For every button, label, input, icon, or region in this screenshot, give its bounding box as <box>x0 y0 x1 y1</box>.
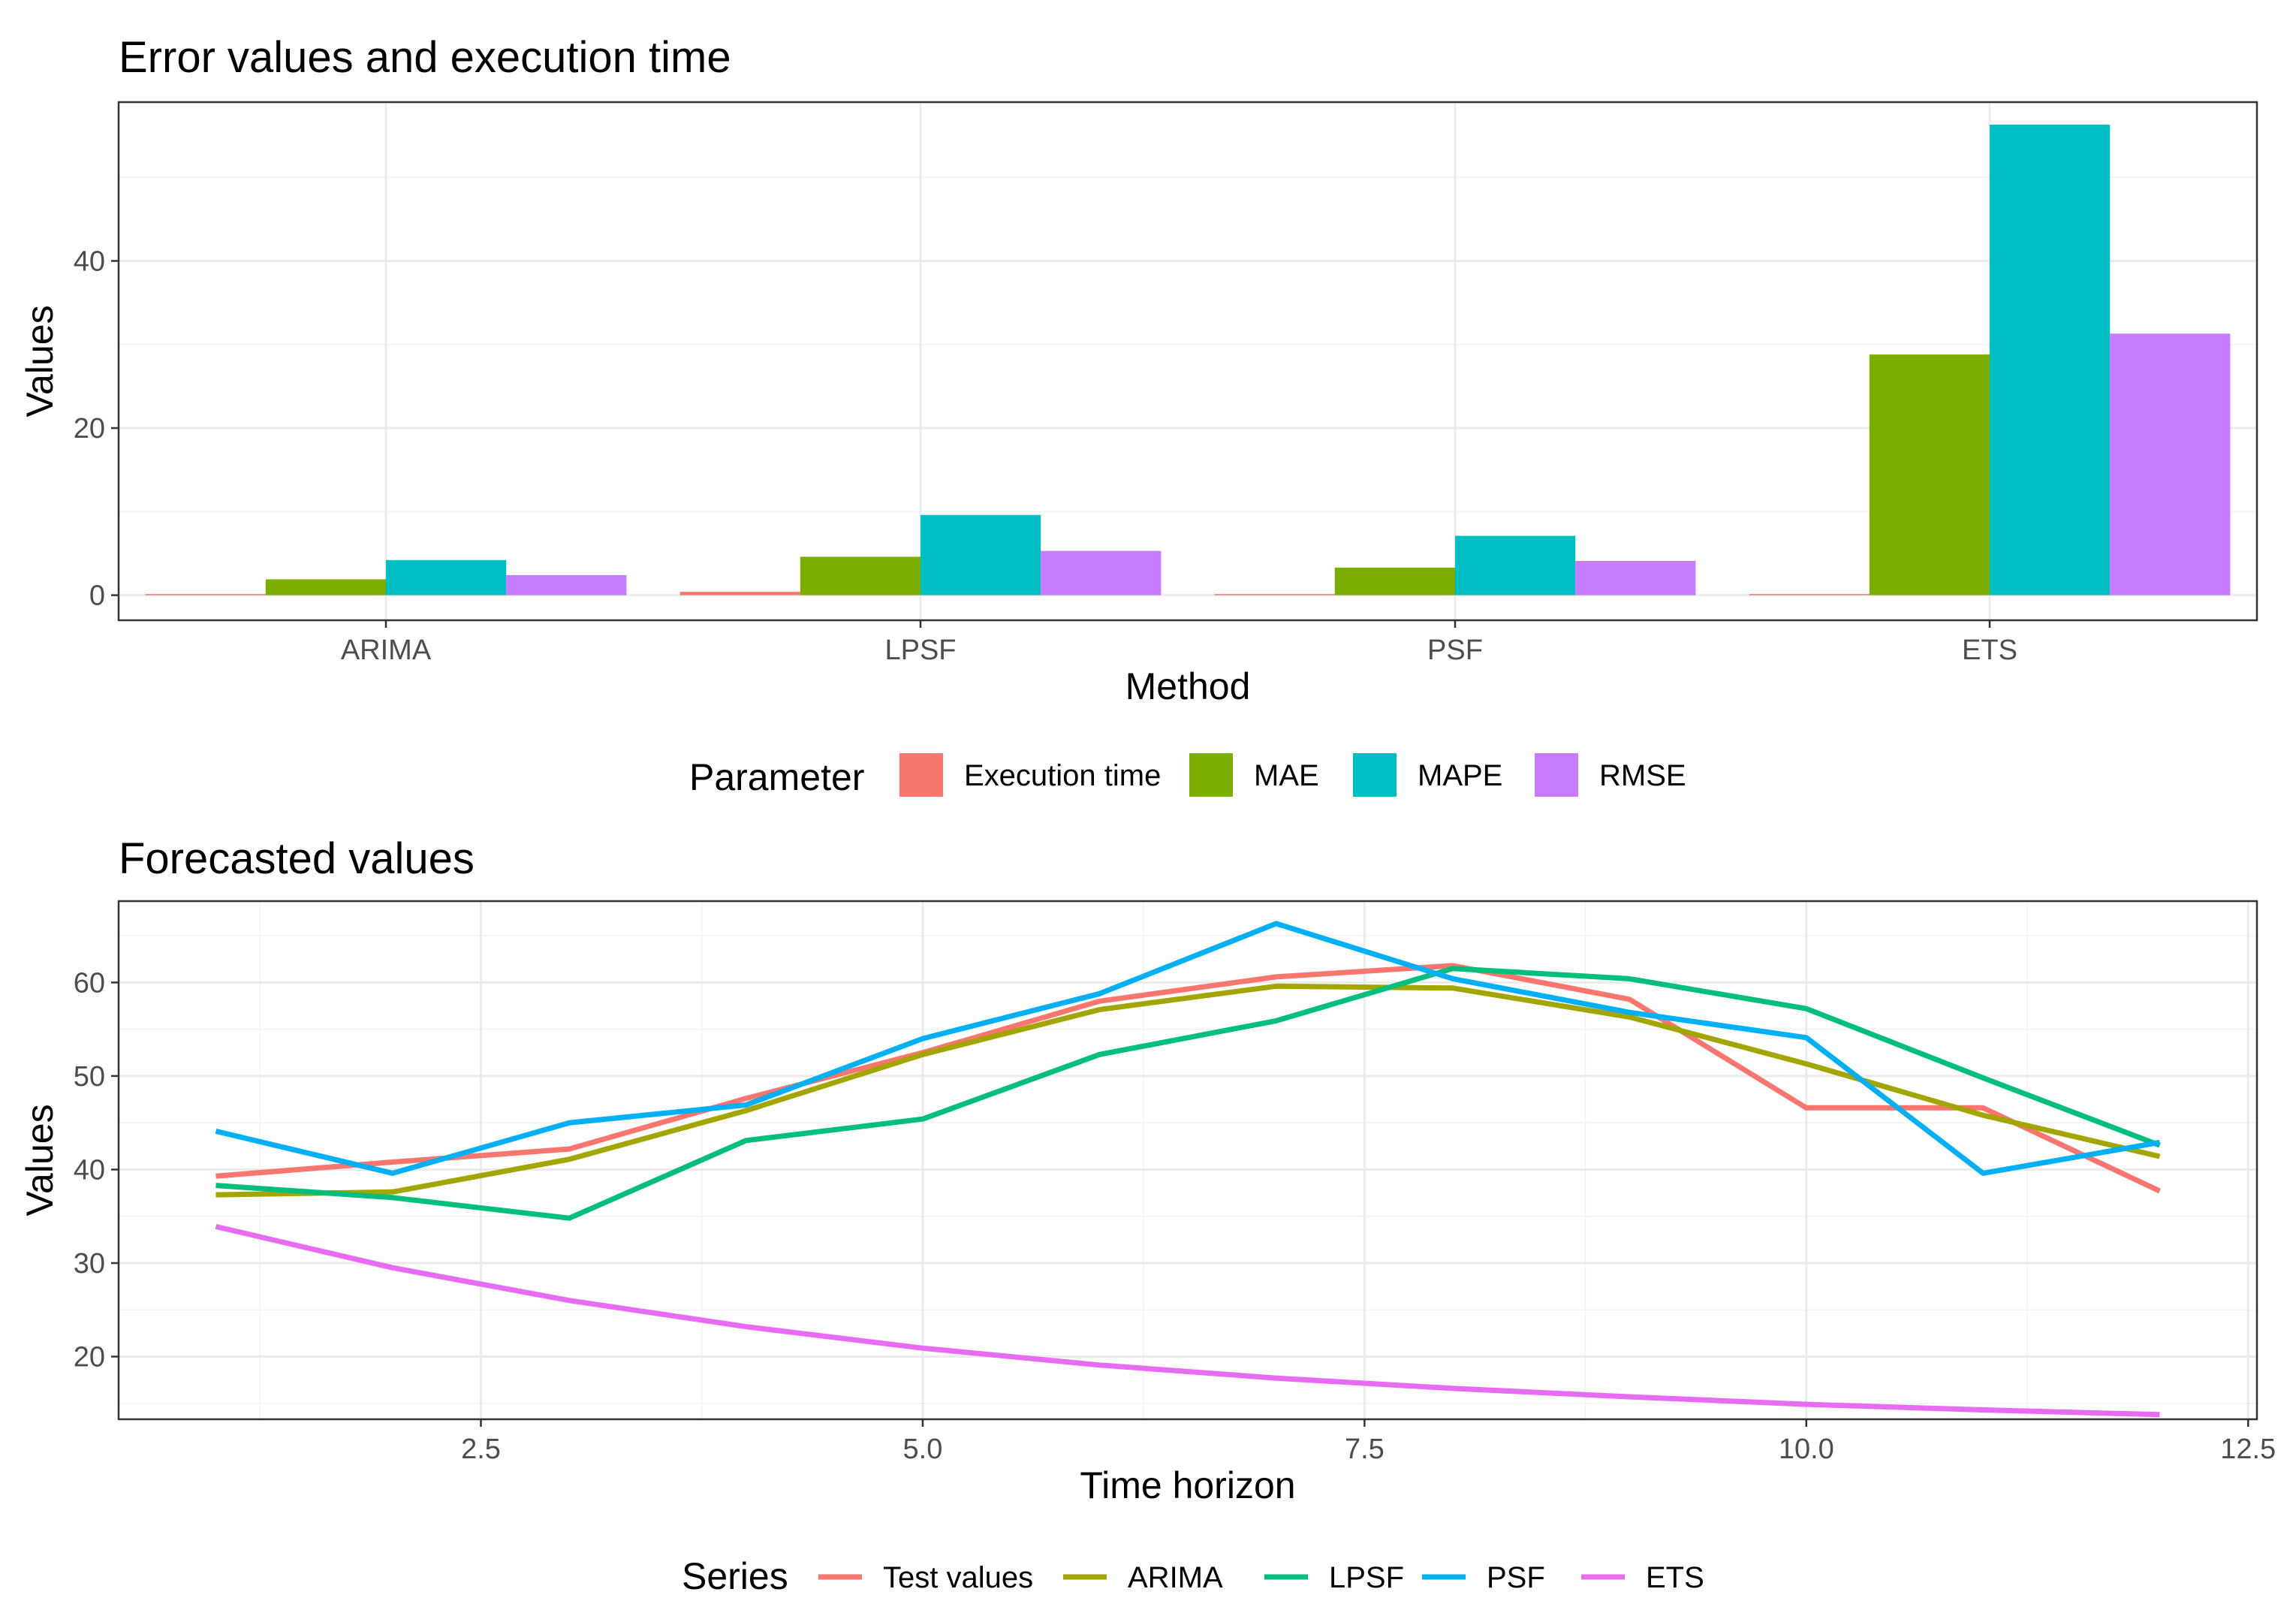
bar-chart: Error values and execution time 0 20 40 AR… <box>19 33 2258 798</box>
bar-execution-time-psf <box>1214 594 1335 595</box>
bar-y-tick-label: 40 <box>74 246 105 277</box>
line-chart-panel <box>117 900 2258 1421</box>
line-legend-label-psf: PSF <box>1487 1561 1545 1594</box>
bar-y-tick-label: 20 <box>74 413 105 445</box>
bar-x-tick-label-lpsf: LPSF <box>884 635 956 666</box>
line-series-arima <box>215 983 2161 1198</box>
bar-chart-panel <box>117 101 2258 622</box>
line-y-tick-label: 20 <box>74 1342 105 1373</box>
bar-legend-label-mae: MAE <box>1254 759 1319 792</box>
bar-mape-psf <box>1455 535 1576 595</box>
bar-mae-psf <box>1334 567 1455 595</box>
bar-chart-x-axis-title: Method <box>1125 665 1251 707</box>
line-y-tick-label: 30 <box>74 1248 105 1280</box>
bar-rmse-ets <box>2110 333 2231 595</box>
line-chart-major-grid <box>119 901 2257 1419</box>
bar-mae-arima <box>265 579 386 595</box>
line-chart-legend: Series Test values ARIMA LPSF PSF ETS <box>682 1555 1704 1597</box>
line-legend-label-test-values: Test values <box>883 1561 1033 1594</box>
line-chart-title: Forecasted values <box>119 834 475 883</box>
bar-x-tick-label-ets: ETS <box>1962 635 2017 666</box>
line-y-tick-label: 50 <box>74 1061 105 1093</box>
bar-legend-label-mape: MAPE <box>1418 759 1502 792</box>
bar-x-tick-label-arima: ARIMA <box>341 635 432 666</box>
bar-chart-title: Error values and execution time <box>119 33 731 82</box>
bar-legend-label-rmse: RMSE <box>1599 759 1686 792</box>
bar-mae-lpsf <box>800 556 921 595</box>
line-y-tick-label: 40 <box>74 1154 105 1186</box>
bar-chart-bars <box>145 125 2231 595</box>
line-y-tick-label: 60 <box>74 967 105 999</box>
line-chart-minor-grid <box>119 901 2257 1419</box>
line-chart-x-axis-title: Time horizon <box>1080 1464 1295 1506</box>
bar-execution-time-ets <box>1749 594 1870 595</box>
bar-mae-ets <box>1869 354 1990 595</box>
bar-mape-arima <box>386 559 507 595</box>
bar-legend-title: Parameter <box>689 756 864 798</box>
bar-x-tick-label-psf: PSF <box>1427 635 1483 666</box>
line-legend-label-lpsf: LPSF <box>1329 1561 1404 1594</box>
bar-rmse-lpsf <box>1041 550 1162 595</box>
line-series-test-values <box>215 963 2161 1194</box>
bar-mape-ets <box>1990 125 2111 595</box>
line-legend-label-ets: ETS <box>1646 1561 1704 1594</box>
line-x-tick-label: 12.5 <box>2220 1434 2276 1465</box>
bar-chart-legend: Parameter Execution time MAE MAPE RMSE <box>689 753 1686 798</box>
bar-legend-key-execution-time <box>899 753 943 797</box>
bar-rmse-psf <box>1575 560 1696 595</box>
bar-chart-y-axis-title: Values <box>19 305 61 417</box>
line-legend-label-arima: ARIMA <box>1128 1561 1223 1594</box>
line-x-tick-label: 10.0 <box>1779 1434 1834 1465</box>
line-legend-title: Series <box>682 1555 788 1597</box>
bar-chart-y-axis: 0 20 40 <box>74 246 119 612</box>
line-x-tick-label: 7.5 <box>1345 1434 1385 1465</box>
bar-legend-label-execution-time: Execution time <box>964 759 1161 792</box>
bar-chart-x-axis: ARIMA LPSF PSF ETS <box>341 620 2017 666</box>
line-series-psf <box>215 921 2161 1176</box>
line-series-ets <box>215 1223 2160 1418</box>
bar-execution-time-lpsf <box>679 592 800 595</box>
bar-legend-key-mae <box>1189 753 1233 797</box>
line-chart-y-axis: 20 30 40 50 60 <box>74 967 119 1373</box>
bar-rmse-arima <box>506 574 627 595</box>
line-series-lpsf <box>215 966 2161 1221</box>
line-x-tick-label: 5.0 <box>903 1434 943 1465</box>
line-x-tick-label: 2.5 <box>461 1434 501 1465</box>
bar-mape-lpsf <box>921 514 1041 595</box>
bar-y-tick-label: 0 <box>89 580 105 612</box>
bar-legend-key-mape <box>1353 753 1397 797</box>
line-chart-x-axis: 2.5 5.0 7.5 10.0 12.5 <box>461 1419 2276 1465</box>
bar-legend-key-rmse <box>1535 753 1578 797</box>
line-chart-y-axis-title: Values <box>19 1104 61 1216</box>
bar-execution-time-arima <box>145 594 266 595</box>
line-chart: Forecasted values 20 30 40 50 60 2.5 5.0 7.5 10… <box>19 834 2276 1597</box>
line-chart-series <box>215 921 2161 1418</box>
